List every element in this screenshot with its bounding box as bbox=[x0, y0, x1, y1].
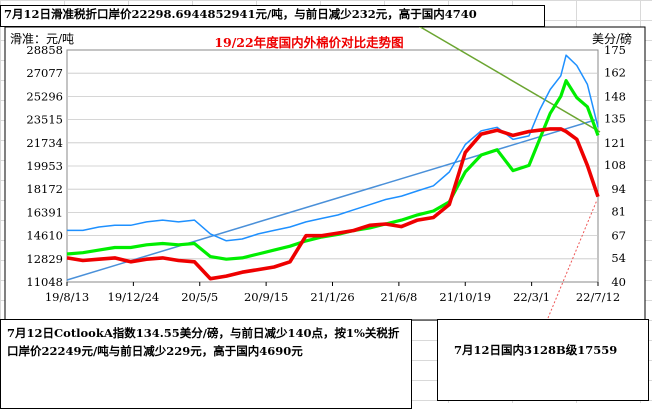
note-domestic-price-text: 7月12日国内3128B级17559 bbox=[454, 343, 618, 357]
y-left-tick-label: 19953 bbox=[26, 159, 63, 173]
y-axis-right-label: 美分/磅 bbox=[592, 31, 632, 46]
y-right-tick-label: 162 bbox=[604, 65, 626, 79]
note-cotlook-index-text: 7月12日CotlookA指数134.55美分/磅，与前日减少140点，按1%关… bbox=[7, 326, 400, 358]
x-tick-label: 19/12/24 bbox=[108, 290, 160, 304]
series-layer bbox=[66, 54, 600, 281]
y-right-tick-label: 54 bbox=[611, 251, 626, 265]
y-left-tick-label: 28858 bbox=[26, 43, 63, 57]
y-left-tick-label: 23515 bbox=[26, 113, 63, 127]
x-tick-label: 20/5/5 bbox=[181, 290, 218, 304]
chart-title: 19/22年度国内外棉价对比走势图 bbox=[214, 35, 403, 50]
y-axis-left-ticks: 11048 12829 14610 16391 18172 19953 21734 23515… bbox=[26, 43, 63, 289]
y-right-tick-label: 121 bbox=[604, 136, 626, 150]
x-tick-label: 22/3/1 bbox=[513, 290, 550, 304]
x-tick-label: 21/1/26 bbox=[310, 290, 354, 304]
y-right-tick-label: 67 bbox=[611, 229, 626, 243]
y-left-tick-label: 21734 bbox=[26, 136, 63, 150]
note-cotlook-index: 7月12日CotlookA指数134.55美分/磅，与前日减少140点，按1%关… bbox=[0, 319, 412, 409]
y-left-tick-label: 18172 bbox=[26, 182, 63, 196]
series-line-domestic bbox=[66, 127, 600, 281]
x-tick-label: 21/10/19 bbox=[439, 290, 491, 304]
x-tick-label: 20/9/15 bbox=[244, 290, 288, 304]
y-left-tick-label: 25296 bbox=[26, 89, 63, 103]
y-left-tick-label: 27077 bbox=[26, 66, 63, 80]
trend-line-green bbox=[404, 17, 601, 133]
y-right-tick-label: 175 bbox=[604, 43, 626, 57]
x-tick-label: 22/7/12 bbox=[576, 290, 620, 304]
y-left-tick-label: 14610 bbox=[26, 229, 63, 243]
y-left-tick-label: 12829 bbox=[26, 252, 63, 266]
y-right-tick-label: 94 bbox=[611, 182, 626, 196]
y-axis-right-ticks: 40 54 67 81 94 108 121 135 148 162 175 bbox=[604, 43, 626, 289]
trend-line-blue bbox=[66, 119, 596, 281]
y-left-tick-label: 11048 bbox=[26, 275, 63, 289]
x-tick-label: 19/8/13 bbox=[45, 290, 89, 304]
series-line-cotlook bbox=[67, 54, 599, 242]
note-domestic-price: 7月12日国内3128B级17559 bbox=[437, 319, 649, 401]
note-import-price-text: 7月12日滑准税折口岸价22298.6944852941元/吨，与前日减少232… bbox=[4, 7, 477, 21]
y-right-tick-label: 81 bbox=[611, 205, 626, 219]
y-left-tick-label: 16391 bbox=[26, 205, 63, 219]
x-axis-ticks: 19/8/13 19/12/24 20/5/5 20/9/15 21/1/26 21/6/… bbox=[45, 282, 620, 304]
y-right-tick-label: 40 bbox=[611, 275, 626, 289]
note-import-price: 7月12日滑准税折口岸价22298.6944852941元/吨，与前日减少232… bbox=[0, 5, 545, 27]
y-axis-left-label: 滑准：元/吨 bbox=[10, 32, 74, 46]
y-right-tick-label: 148 bbox=[604, 89, 626, 103]
x-tick-label: 21/6/8 bbox=[380, 290, 417, 304]
trend-line-dashed-red bbox=[547, 199, 598, 319]
y-right-tick-label: 108 bbox=[604, 158, 626, 172]
y-right-tick-label: 135 bbox=[604, 112, 626, 126]
